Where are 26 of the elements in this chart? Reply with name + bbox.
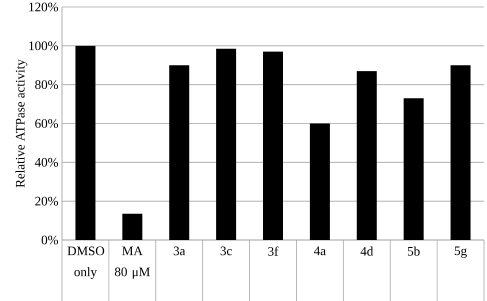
bar [404,98,424,240]
y-tick-label: 20% [35,196,58,206]
y-tick-label: 0% [42,236,58,244]
x-tick-label: MA 80 μM [114,246,150,279]
y-tick-label: 80% [35,80,58,90]
x-tick-label: DMSO only [68,246,104,279]
x-tick-label: 5g [454,246,467,258]
y-axis-title: Relative ATPase activity [15,59,28,188]
bar [263,52,283,240]
bar [310,124,330,240]
x-tick-label: 4d [360,246,374,256]
bar [450,65,471,240]
y-tick-label: 100% [29,41,58,50]
bar [169,65,190,240]
x-tick-label: 3f [268,246,278,256]
y-tick-label: 60% [35,119,58,128]
x-tick-label: 3c [220,246,232,256]
y-tick-label: 40% [34,158,58,167]
bar [216,48,236,240]
x-tick-label: 4a [314,246,326,256]
y-tick-label: 120% [29,2,58,12]
x-tick-label: 5b [408,246,420,256]
x-tick-label: 3a [174,246,186,256]
bar [75,46,96,240]
bar [356,71,377,240]
bar [122,214,142,240]
